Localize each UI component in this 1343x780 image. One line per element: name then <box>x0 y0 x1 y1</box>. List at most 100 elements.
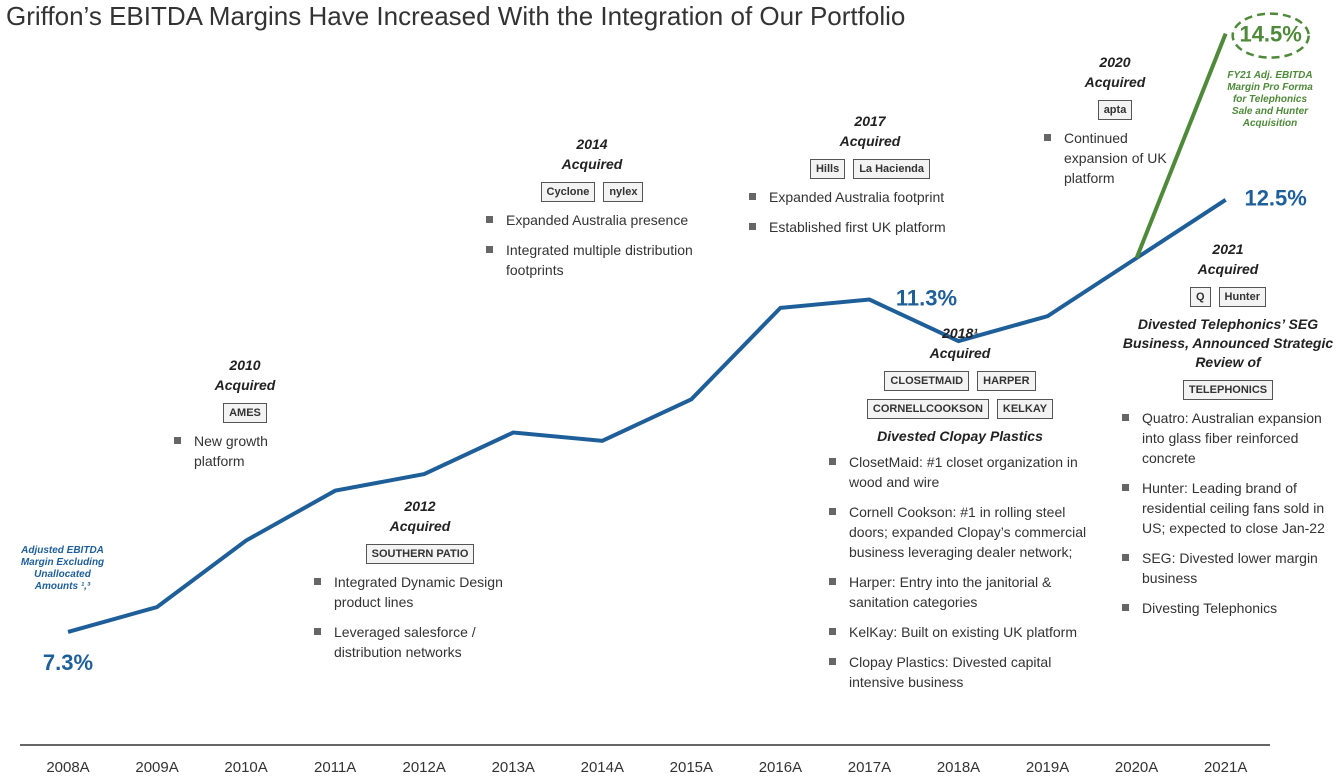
bullet-text: KelKay: Built on existing UK platform <box>849 624 1077 640</box>
chart-title: Griffon’s EBITDA Margins Have Increased … <box>6 1 905 31</box>
x-tick-label: 2017A <box>848 759 891 776</box>
bullet-text: Continued expansion of UK platform <box>1064 130 1167 186</box>
bullet-marker <box>1122 414 1129 421</box>
bullet: Harper: Entry into the janitorial & sani… <box>825 572 1095 612</box>
annotation-year: 2014 <box>482 134 702 154</box>
bullet: Continued expansion of UK platform <box>1040 128 1190 188</box>
bullet-text: Leveraged salesforce / distribution netw… <box>334 624 476 660</box>
note-line: FY21 Adj. EBITDA <box>1205 70 1335 82</box>
x-tick-label: 2014A <box>581 759 624 776</box>
value-label: 11.3% <box>896 285 957 310</box>
x-tick-label: 2011A <box>314 759 356 776</box>
bullet-text: Integrated Dynamic Design product lines <box>334 574 503 610</box>
annotation-note: Divested Telephonics’ SEG Business, Anno… <box>1118 315 1338 372</box>
annotation-year: 2020 <box>1040 52 1190 72</box>
bullet: Expanded Australia footprint <box>745 187 995 207</box>
annotation: 2012Acquired SOUTHERN PATIO Integrated Dyn… <box>310 496 530 672</box>
annotation: 2014Acquired Cyclonenylex Expanded Austral… <box>482 134 702 290</box>
logo: Hunter <box>1219 287 1266 307</box>
x-tick-label: 2021A <box>1204 759 1247 776</box>
bullet: Hunter: Leading brand of residential cei… <box>1118 478 1338 538</box>
bullet: Cornell Cookson: #1 in rolling steel doo… <box>825 502 1095 562</box>
bullet-text: ClosetMaid: #1 closet organization in wo… <box>849 454 1078 490</box>
logo-row: Q Hunter <box>1118 287 1338 307</box>
x-tick-label: 2018A <box>937 759 980 776</box>
bullet: Integrated multiple distribution footpri… <box>482 240 702 280</box>
bullet: Divesting Telephonics <box>1118 598 1338 618</box>
note-line: Adjusted EBITDA <box>0 545 125 557</box>
annotation-year: 2010 <box>170 355 320 375</box>
value-label: 14.5% <box>1239 21 1301 46</box>
logo: apta <box>1098 100 1133 120</box>
logo: HARPER <box>977 371 1035 391</box>
logo-row: apta <box>1040 100 1190 120</box>
logo: CLOSETMAID <box>884 371 969 391</box>
note-line: Sale and Hunter <box>1205 106 1335 118</box>
annotation-subheading: Acquired <box>170 375 320 395</box>
bullet-text: Established first UK platform <box>769 219 946 235</box>
bullet: New growth platform <box>170 431 320 471</box>
bullet-marker <box>314 628 321 635</box>
bullet: SEG: Divested lower margin business <box>1118 548 1338 588</box>
bullet: Established first UK platform <box>745 217 995 237</box>
logo-row: SOUTHERN PATIO <box>310 544 530 564</box>
annotation-year: 2017 <box>745 111 995 131</box>
bullet: Integrated Dynamic Design product lines <box>310 572 530 612</box>
annotation-subheading: Acquired <box>310 516 530 536</box>
bullet-text: Cornell Cookson: #1 in rolling steel doo… <box>849 504 1086 560</box>
x-tick-label: 2009A <box>135 759 178 776</box>
annotation: 2010AcquiredAMESNew growth platform <box>170 355 320 481</box>
logo: TELEPHONICS <box>1183 380 1273 400</box>
bullet-marker <box>174 437 181 444</box>
logo: Q <box>1190 287 1211 307</box>
bullet-marker <box>749 193 756 200</box>
logo: KELKAY <box>997 399 1053 419</box>
annotation-year: 2021 <box>1118 239 1338 259</box>
logo-row: Hills La Hacienda <box>745 159 995 179</box>
bullet-text: Expanded Australia presence <box>506 212 688 228</box>
bullet-marker <box>486 216 493 223</box>
value-label: 12.5% <box>1244 186 1306 211</box>
note-line: Margin Pro Forma <box>1205 82 1335 94</box>
note-line: Amounts ¹,³ <box>0 581 125 593</box>
bullet-marker <box>314 578 321 585</box>
x-tick-label: 2019A <box>1026 759 1069 776</box>
logo: CORNELLCOOKSON <box>867 399 989 419</box>
x-tick-label: 2008A <box>46 759 89 776</box>
bullet: KelKay: Built on existing UK platform <box>825 622 1095 642</box>
page: Griffon’s EBITDA Margins Have Increased … <box>0 0 1343 780</box>
annotation-subheading: Acquired <box>745 131 995 151</box>
bullet-marker <box>829 628 836 635</box>
annotation-subheading: Acquired <box>825 343 1095 363</box>
logo: Hills <box>810 159 845 179</box>
bullet-marker <box>1122 604 1129 611</box>
logo: nylex <box>603 182 643 202</box>
bullet-marker <box>829 578 836 585</box>
annotation-subheading: Acquired <box>482 154 702 174</box>
bullet: Quatro: Australian expansion into glass … <box>1118 408 1338 468</box>
x-tick-label: 2015A <box>670 759 713 776</box>
x-tick-label: 2012A <box>403 759 446 776</box>
logo: La Hacienda <box>853 159 930 179</box>
logo-row: CLOSETMAID HARPER CORNELLCOOKSON KELKAY <box>825 371 1095 419</box>
annotation-year: 2012 <box>310 496 530 516</box>
bullet-text: Hunter: Leading brand of residential cei… <box>1142 480 1325 536</box>
bullet-text: Quatro: Australian expansion into glass … <box>1142 410 1322 466</box>
bullet: Leveraged salesforce / distribution netw… <box>310 622 530 662</box>
bullet-marker <box>1044 134 1051 141</box>
note-line: for Telephonics <box>1205 94 1335 106</box>
bullet-text: SEG: Divested lower margin business <box>1142 550 1318 586</box>
bullet-marker <box>1122 484 1129 491</box>
annotation-subheading: Acquired <box>1118 259 1338 279</box>
x-tick-label: 2013A <box>492 759 535 776</box>
annotation-note: Divested Clopay Plastics <box>825 427 1095 446</box>
note-line: Acquisition <box>1205 118 1335 130</box>
bullet-text: Harper: Entry into the janitorial & sani… <box>849 574 1051 610</box>
bullet-marker <box>1122 554 1129 561</box>
x-tick-label: 2010A <box>224 759 267 776</box>
